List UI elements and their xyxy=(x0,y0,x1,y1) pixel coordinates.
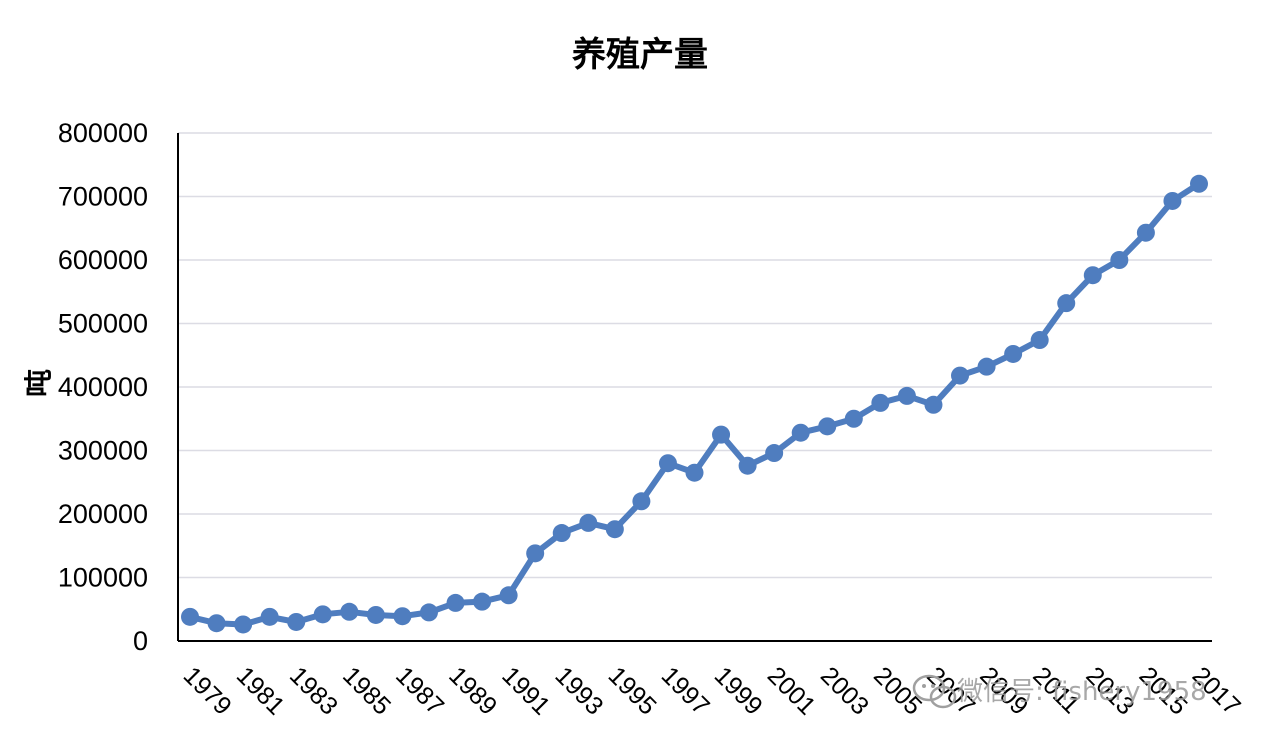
data-point xyxy=(1004,344,1023,363)
y-tick-label: 100000 xyxy=(58,563,148,593)
data-point xyxy=(951,366,970,385)
watermark-text: 微信号: fishery1958 xyxy=(957,677,1207,707)
data-point xyxy=(499,586,518,605)
data-point xyxy=(632,492,651,511)
y-tick-label: 500000 xyxy=(58,309,148,339)
data-point xyxy=(658,454,677,473)
chart-title: 养殖产量 xyxy=(572,35,708,75)
data-point xyxy=(419,603,438,622)
y-tick-label: 200000 xyxy=(58,499,148,529)
data-point xyxy=(818,417,837,436)
x-tick-label: 1979 xyxy=(178,661,237,720)
series-line xyxy=(181,174,1208,634)
x-tick-label: 1997 xyxy=(656,661,715,720)
x-tick-label: 2001 xyxy=(762,661,821,720)
data-point xyxy=(473,592,492,611)
y-tick-label: 800000 xyxy=(58,118,148,148)
y-tick-label: 700000 xyxy=(58,182,148,212)
x-tick-label: 1999 xyxy=(709,661,768,720)
y-axis-label: 吨 xyxy=(22,369,55,397)
x-tick-label: 2003 xyxy=(815,661,874,720)
wechat-icon xyxy=(912,674,957,709)
x-tick-label: 1993 xyxy=(549,661,608,720)
data-point xyxy=(260,607,279,626)
watermark: 微信号: fishery1958 xyxy=(912,674,1207,709)
gridlines xyxy=(178,132,1212,579)
data-point xyxy=(738,456,757,475)
y-tick-label: 400000 xyxy=(58,372,148,402)
series-polyline xyxy=(189,181,1201,628)
x-tick-label: 1985 xyxy=(337,661,396,720)
x-tick-label: 1995 xyxy=(603,661,662,720)
data-point xyxy=(1057,294,1076,313)
data-point xyxy=(765,444,784,463)
data-point xyxy=(313,605,332,624)
axes xyxy=(177,133,1212,642)
data-point xyxy=(685,463,704,482)
data-point xyxy=(897,386,916,405)
x-tick-label: 2005 xyxy=(868,661,927,720)
data-point xyxy=(234,615,253,634)
x-tick-label: 1987 xyxy=(390,661,449,720)
data-point xyxy=(207,614,226,633)
data-point xyxy=(871,393,890,412)
data-point xyxy=(1136,223,1155,242)
data-point xyxy=(393,607,412,626)
x-tick-label: 1989 xyxy=(443,661,502,720)
x-tick-label: 1983 xyxy=(284,661,343,720)
data-point xyxy=(1163,191,1182,210)
data-point xyxy=(791,423,810,442)
data-point xyxy=(340,602,359,621)
data-point xyxy=(579,513,598,532)
data-point xyxy=(1110,251,1129,269)
data-point xyxy=(446,593,465,612)
y-tick-labels: 0 100000 200000 300000 400000 500000 600000 700… xyxy=(58,118,148,656)
data-point xyxy=(844,409,863,428)
data-point xyxy=(1030,331,1049,350)
y-tick-label: 600000 xyxy=(58,245,148,275)
data-point xyxy=(366,605,385,624)
data-point xyxy=(977,357,996,376)
data-point xyxy=(605,520,624,539)
data-point xyxy=(1083,266,1102,285)
data-point xyxy=(924,395,943,414)
data-point xyxy=(712,425,731,444)
x-tick-label: 1991 xyxy=(496,661,555,720)
data-point xyxy=(1190,174,1208,193)
data-point xyxy=(526,544,545,563)
data-point xyxy=(552,524,571,543)
data-point xyxy=(287,612,306,631)
x-tick-label: 1981 xyxy=(231,661,290,720)
y-tick-label: 0 xyxy=(133,626,148,656)
y-tick-label: 300000 xyxy=(58,436,148,466)
data-point xyxy=(181,607,199,626)
